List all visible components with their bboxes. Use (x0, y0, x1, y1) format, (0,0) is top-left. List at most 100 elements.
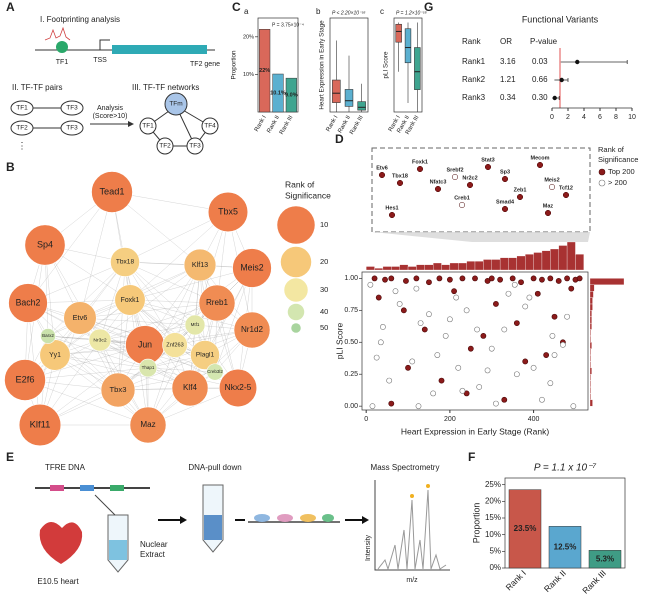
edge (129, 211, 229, 301)
value-label: 10.1% (270, 90, 286, 96)
y-tick-label: 0.75 (344, 307, 358, 314)
point (421, 326, 428, 333)
hist-bar (399, 264, 409, 271)
legend-circle (277, 206, 315, 244)
point (386, 377, 393, 384)
gene-label: TF2 gene (190, 61, 220, 68)
y-axis-label: Heart Expression in Early Stage (319, 20, 326, 110)
node (18, 403, 62, 447)
hist-bar (441, 264, 451, 271)
edge (79, 191, 113, 319)
point (430, 390, 437, 397)
point (570, 403, 577, 410)
protein (254, 514, 270, 522)
node-label: Etv6 (73, 313, 88, 322)
trace (44, 26, 71, 41)
point (400, 307, 407, 314)
x-tick-label: Rank III (580, 568, 608, 596)
inset-label: Sp3 (500, 169, 510, 175)
inset-point (451, 173, 459, 181)
hist-bar (589, 329, 592, 337)
legend-label: Top 200 (608, 167, 635, 176)
edge (79, 302, 218, 319)
column-header: OR (500, 37, 512, 46)
legend-title: Rank of (598, 145, 625, 154)
hist-bar (474, 261, 484, 271)
node (39, 339, 71, 371)
point (534, 290, 541, 297)
point (539, 396, 545, 403)
box (395, 23, 402, 43)
point (530, 364, 537, 371)
hist-bar (589, 367, 592, 375)
hist-bar (589, 310, 592, 317)
point (472, 275, 478, 282)
legend-circle (284, 278, 308, 302)
node (190, 340, 220, 370)
node (129, 406, 167, 444)
point (375, 294, 382, 301)
arrow-head (180, 516, 187, 524)
point (413, 275, 420, 282)
peak-marker (426, 484, 430, 488)
node-label: E2f6 (16, 374, 35, 384)
point (426, 311, 432, 318)
node-label: TF1 (142, 123, 154, 130)
tf-label: TF3 (66, 125, 78, 132)
point (513, 320, 520, 327)
section-title: III. TF-TF networks (132, 83, 199, 92)
tf-node (60, 100, 84, 116)
tf-label: TF3 (66, 105, 78, 112)
protein (322, 514, 334, 522)
y-tick-label: 20% (243, 34, 254, 40)
inset-label: Smad4 (496, 199, 515, 205)
tss-label: TSS (93, 57, 107, 64)
node (186, 137, 204, 155)
panel-label: B (6, 160, 15, 174)
edge (27, 191, 113, 304)
inset-point (396, 179, 404, 187)
inset-point (388, 211, 396, 219)
point (488, 345, 495, 352)
point (455, 364, 462, 371)
point (488, 275, 495, 282)
inset-label: Hes1 (385, 205, 398, 211)
point (555, 278, 562, 284)
hist-bar (589, 335, 592, 343)
point (392, 288, 399, 295)
point (451, 288, 457, 295)
node-label: TF4 (204, 123, 216, 130)
inset-label: Zeb1 (514, 187, 527, 193)
or-value: 3.16 (500, 57, 516, 66)
edge (129, 299, 253, 331)
point (442, 332, 449, 339)
legend-label: 40 (320, 307, 328, 316)
node-label: Klf13 (192, 261, 208, 269)
panel-label: F (468, 450, 475, 464)
value-label: 23.5% (514, 524, 537, 533)
point (463, 307, 470, 314)
or-value: 1.21 (500, 75, 516, 84)
hist-bar (589, 322, 592, 330)
step-label: E10.5 heart (37, 577, 79, 586)
node (207, 191, 249, 233)
hist-bar (449, 262, 459, 271)
point (511, 281, 518, 288)
legend-label: 50 (320, 323, 328, 332)
point (552, 95, 557, 101)
edge (39, 344, 146, 426)
x-tick-label: Rank II (542, 568, 568, 594)
x-axis-label: Heart Expression in Early Stage (Rank) (401, 426, 550, 436)
point (493, 400, 499, 407)
point (551, 352, 558, 358)
inset-label: Nfatc3 (430, 179, 447, 185)
point (409, 358, 416, 365)
point (380, 324, 386, 330)
node-label: TF3 (189, 143, 201, 150)
hist-bar (589, 342, 592, 349)
plot-frame (361, 271, 589, 411)
point (484, 278, 491, 284)
y-tick-label: 0.25 (344, 371, 358, 378)
node-label: Plagl1 (196, 352, 215, 359)
node (184, 314, 206, 336)
